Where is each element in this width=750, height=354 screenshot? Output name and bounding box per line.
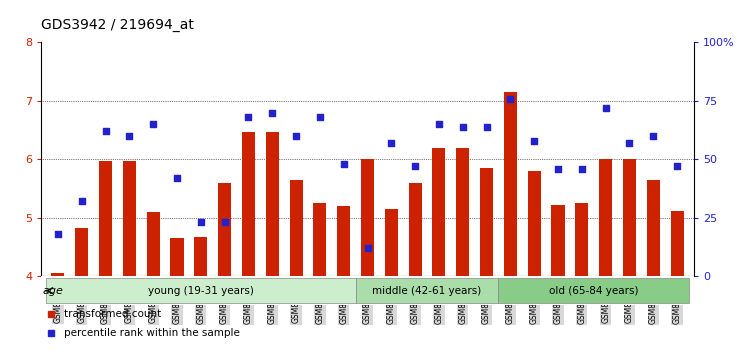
- Point: [266, 110, 278, 115]
- Bar: [123, 161, 136, 276]
- Bar: [575, 203, 588, 276]
- Bar: [194, 237, 207, 276]
- FancyBboxPatch shape: [499, 278, 689, 303]
- Point: [76, 199, 88, 204]
- Text: GDS3942 / 219694_at: GDS3942 / 219694_at: [41, 18, 194, 32]
- Bar: [456, 148, 470, 276]
- Point: [314, 114, 326, 120]
- FancyBboxPatch shape: [46, 278, 356, 303]
- Text: transformed count: transformed count: [64, 309, 161, 319]
- Point: [600, 105, 612, 111]
- Bar: [218, 183, 231, 276]
- Point: [290, 133, 302, 139]
- Point: [481, 124, 493, 129]
- Bar: [409, 183, 422, 276]
- Point: [528, 138, 540, 143]
- Point: [338, 161, 350, 167]
- Text: percentile rank within the sample: percentile rank within the sample: [64, 329, 240, 338]
- Text: young (19-31 years): young (19-31 years): [148, 286, 254, 296]
- Bar: [551, 205, 565, 276]
- Bar: [670, 211, 684, 276]
- Bar: [361, 159, 374, 276]
- Bar: [623, 159, 636, 276]
- Bar: [75, 228, 88, 276]
- Point: [362, 245, 374, 251]
- Point: [386, 140, 398, 146]
- Point: [242, 114, 254, 120]
- Bar: [170, 238, 184, 276]
- Bar: [242, 132, 255, 276]
- Point: [433, 121, 445, 127]
- Point: [647, 133, 659, 139]
- Point: [52, 231, 64, 237]
- Bar: [599, 159, 612, 276]
- Point: [576, 166, 588, 171]
- Point: [123, 133, 135, 139]
- Text: middle (42-61 years): middle (42-61 years): [373, 286, 482, 296]
- Point: [147, 121, 159, 127]
- Bar: [504, 92, 517, 276]
- Point: [623, 140, 635, 146]
- Bar: [147, 212, 160, 276]
- Text: age: age: [43, 286, 63, 296]
- FancyBboxPatch shape: [356, 278, 499, 303]
- Bar: [314, 203, 326, 276]
- Bar: [290, 180, 302, 276]
- Point: [671, 164, 683, 169]
- Point: [195, 219, 207, 225]
- Point: [457, 124, 469, 129]
- Point: [100, 129, 112, 134]
- Bar: [51, 273, 64, 276]
- Bar: [99, 161, 112, 276]
- Point: [171, 175, 183, 181]
- Point: [552, 166, 564, 171]
- Point: [410, 164, 422, 169]
- Bar: [646, 180, 660, 276]
- Bar: [528, 171, 541, 276]
- Bar: [338, 206, 350, 276]
- Text: old (65-84 years): old (65-84 years): [549, 286, 638, 296]
- Bar: [266, 132, 279, 276]
- Bar: [385, 209, 398, 276]
- Bar: [480, 168, 493, 276]
- Point: [505, 96, 517, 101]
- Point: [218, 219, 230, 225]
- Bar: [433, 148, 445, 276]
